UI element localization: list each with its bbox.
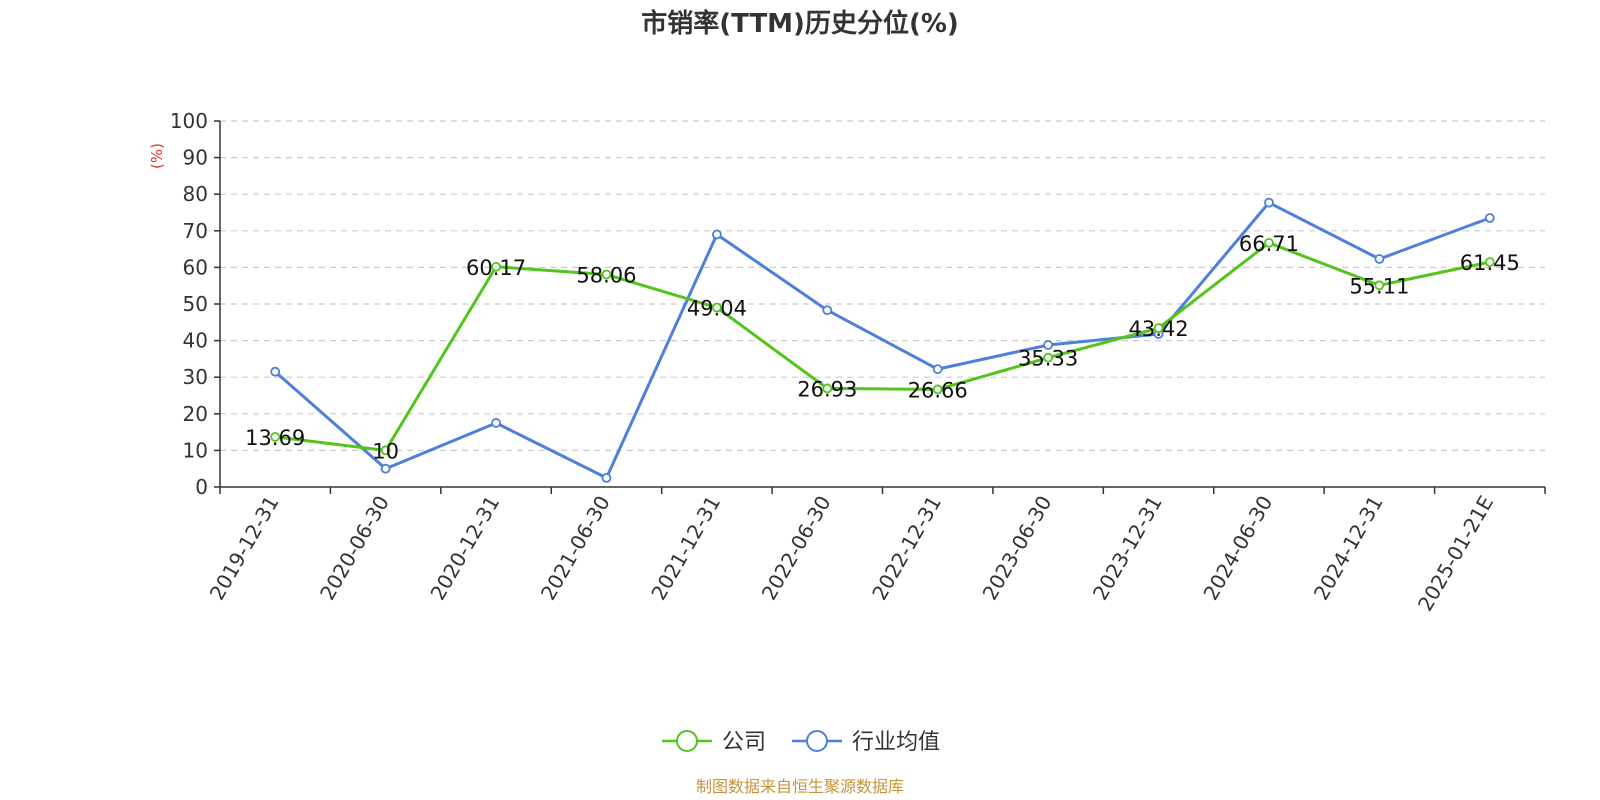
- axes: 0 10 20 30 40 50 60 70 80 90 100 2019-12-31 2020-06-…: [170, 109, 1546, 616]
- y-tick-label: 20: [183, 402, 208, 426]
- x-tick-label: 2025-01-21E: [1413, 492, 1498, 616]
- series-point-1: [932, 364, 943, 375]
- series-point-0: [1484, 257, 1495, 267]
- x-tick-label: 2024-06-30: [1198, 492, 1277, 605]
- y-tick-label: 100: [170, 109, 208, 133]
- y-tick-label: 70: [183, 219, 208, 243]
- series-line-0: [275, 241, 1491, 452]
- x-tick-label: 2020-06-30: [315, 492, 394, 605]
- series-point-1: [1374, 254, 1385, 264]
- series-point-0: [1043, 352, 1054, 363]
- data-label: 55.11: [1349, 274, 1409, 298]
- data-labels: 13.69 10 60.17 58.06 49.04 26.93 26.66 35.33 43.…: [245, 232, 1520, 464]
- series-point-0: [822, 383, 833, 394]
- x-tick-label: 2021-12-31: [646, 492, 725, 605]
- data-label: 35.33: [1018, 347, 1078, 371]
- legend-marker: [676, 730, 698, 752]
- data-label: 13.69: [245, 426, 305, 450]
- series-point-1: [380, 463, 391, 474]
- x-tick-label: 2022-12-31: [867, 492, 946, 605]
- data-label: 61.45: [1460, 251, 1520, 275]
- gridlines: [220, 120, 1545, 451]
- series-point-0: [380, 445, 391, 456]
- data-label: 10: [372, 439, 399, 463]
- y-tick-label: 90: [183, 146, 208, 170]
- series-point-1: [491, 418, 501, 428]
- series-layer: [270, 197, 1495, 483]
- y-tick-label: 0: [195, 475, 208, 499]
- y-tick-label: 50: [183, 292, 208, 316]
- y-tick-label: 80: [183, 182, 208, 206]
- series-point-1: [822, 305, 833, 316]
- data-label: 66.71: [1239, 232, 1299, 256]
- data-label: 26.66: [908, 378, 968, 402]
- series-point-1: [711, 229, 722, 240]
- legend-label: 行业均值: [852, 730, 940, 755]
- series-point-1: [1043, 340, 1054, 350]
- legend: 公司 行业均值: [662, 730, 940, 755]
- series-point-0: [270, 431, 281, 442]
- series-point-0: [932, 384, 943, 395]
- y-tick-label: 40: [183, 329, 208, 353]
- series-point-1: [1264, 197, 1274, 208]
- x-tick-label: 2024-12-31: [1309, 492, 1388, 605]
- y-tick-label: 10: [183, 438, 208, 462]
- series-point-1: [270, 366, 281, 377]
- x-tick-label: 2021-06-30: [536, 492, 615, 605]
- series-point-0: [1153, 323, 1164, 333]
- series-line-1: [274, 201, 1491, 480]
- x-tick-label: 2022-06-30: [757, 492, 836, 605]
- series-point-1: [1484, 213, 1495, 223]
- chart-title: 市销率(TTM)历史分位(%): [641, 8, 959, 39]
- data-label: 43.42: [1128, 317, 1188, 341]
- x-tick-label: 2019-12-31: [205, 492, 284, 605]
- legend-label: 公司: [722, 730, 766, 755]
- source-note: 制图数据来自恒生聚源数据库: [696, 777, 904, 796]
- data-label: 26.93: [797, 377, 857, 401]
- series-point-0: [711, 302, 722, 313]
- series-point-0: [601, 269, 612, 280]
- x-tick-label: 2020-12-31: [425, 492, 504, 605]
- series-point-0: [491, 261, 501, 272]
- x-tick-label: 2023-12-31: [1088, 492, 1167, 605]
- x-tick-label: 2023-06-30: [978, 492, 1057, 605]
- data-label: 58.06: [576, 264, 636, 288]
- y-tick-label: 30: [183, 365, 208, 389]
- series-point-1: [601, 472, 612, 483]
- legend-marker: [806, 730, 828, 752]
- data-label: 49.04: [687, 297, 747, 321]
- series-point-0: [1374, 280, 1385, 291]
- series-point-0: [1264, 237, 1274, 248]
- y-axis-unit: (%): [148, 143, 166, 169]
- y-tick-label: 60: [183, 255, 208, 279]
- data-label: 60.17: [466, 256, 526, 280]
